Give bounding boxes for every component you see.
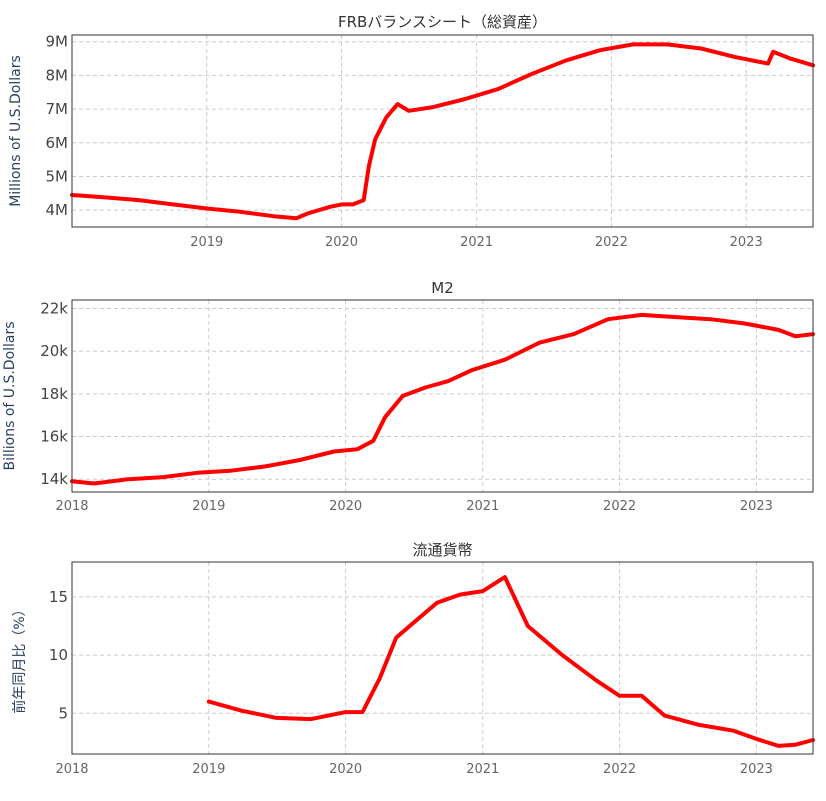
y-tick-label: 6M [46,134,69,152]
y-tick-label: 9M [46,33,69,51]
x-tick-label: 2023 [740,499,773,514]
y-tick-label: 5 [58,704,68,722]
y-axis-title: Millions of U.S.Dollars [8,55,24,207]
y-tick-label: 16k [40,428,68,446]
x-tick-label: 2019 [190,235,223,250]
x-tick-label: 2020 [329,499,362,514]
chart-panel-1: 2019 2020 2021 2022 2023 4M 5M 6M 7M 8M 9M FRBバランスシ… [8,13,815,250]
y-tick-label: 7M [46,100,69,118]
chart-title: FRBバランスシート（総資産） [338,13,547,31]
y-axis-title: 前年同月比（%） [11,602,28,713]
plot-frame [71,561,814,755]
chart-panel-2: 2018 2019 2020 2021 2022 2023 14k 16k 18k 20k 22k M… [2,279,815,514]
y-tick-label: 22k [40,300,68,318]
series-line-1 [70,312,815,486]
x-tick-label: 2023 [740,762,773,777]
y-tick-label: 14k [40,470,68,488]
x-tick-label: 2021 [460,235,493,250]
series-line-1 [206,575,815,748]
x-tick-label: 2020 [329,762,362,777]
x-tick-label: 2022 [595,235,628,250]
y-tick-label: 5M [46,167,69,185]
x-tick-label: 2020 [325,235,358,250]
x-tick-label: 2021 [466,499,499,514]
x-tick-label: 2022 [603,762,636,777]
x-tick-label: 2018 [55,499,88,514]
plot-frame [71,34,814,228]
x-tick-label: 2018 [55,762,88,777]
chart-title: M2 [431,279,454,297]
y-tick-label: 4M [46,201,69,219]
x-tick-label: 2019 [192,762,225,777]
x-tick-label: 2019 [192,499,225,514]
y-tick-label: 8M [46,66,69,84]
y-tick-label: 18k [40,385,68,403]
y-tick-label: 15 [49,588,68,606]
y-axis-title: Billions of U.S.Dollars [2,321,18,470]
chart-panel-3: 2018 2019 2020 2021 2022 2023 5 10 15 流通貨幣前年同月比（%… [11,541,815,777]
x-tick-label: 2023 [730,235,763,250]
series-line-1 [70,42,815,221]
y-tick-label: 10 [49,646,68,664]
plot-frame [71,299,814,493]
y-tick-label: 20k [40,342,68,360]
x-tick-label: 2022 [603,499,636,514]
chart-title: 流通貨幣 [412,541,472,559]
x-tick-label: 2021 [466,762,499,777]
